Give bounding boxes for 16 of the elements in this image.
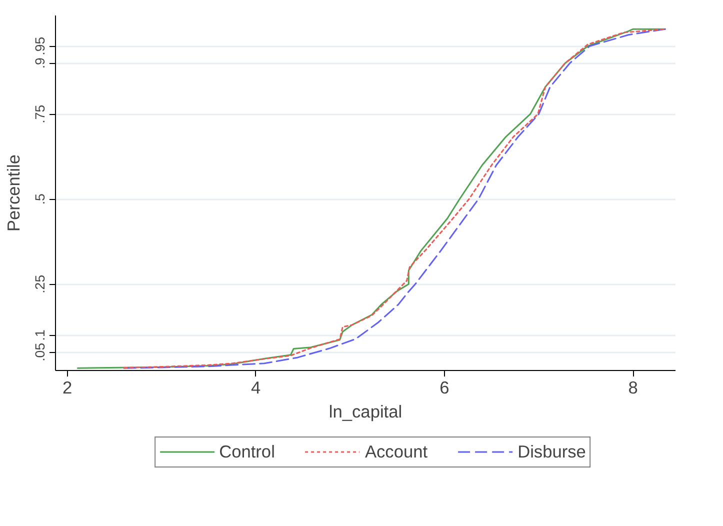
y-tick-label: .25 <box>32 274 48 294</box>
legend-label: Control <box>219 441 275 462</box>
legend-label: Account <box>364 441 428 462</box>
x-axis-title: ln_capital <box>328 402 402 422</box>
y-tick-label: .5 <box>32 194 48 205</box>
x-tick-label: 2 <box>62 378 72 398</box>
legend-label: Disburse <box>518 441 586 462</box>
x-tick-label: 8 <box>628 378 638 398</box>
x-tick-label: 4 <box>251 378 262 398</box>
y-tick-label: .75 <box>32 104 48 124</box>
y-tick-label: .95 <box>32 36 48 56</box>
y-tick-label: .1 <box>32 330 48 341</box>
y-axis-title: Percentile <box>4 154 24 232</box>
y-tick-label: .05 <box>32 342 48 362</box>
y-tick-label: .9 <box>32 58 48 69</box>
x-tick-label: 6 <box>440 378 450 398</box>
